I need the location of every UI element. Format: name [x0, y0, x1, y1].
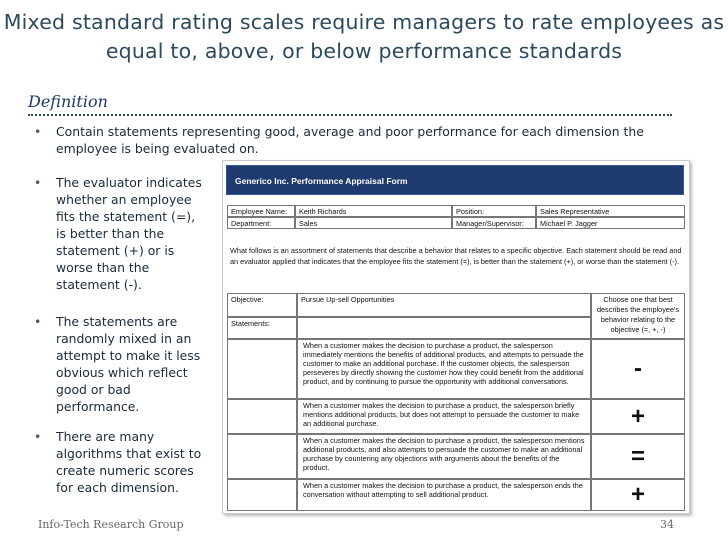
blank-cell	[227, 399, 297, 434]
label-cell: Statements:	[227, 317, 297, 339]
form-title: Generico Inc. Performance Appraisal Form	[226, 165, 684, 195]
info-cell: Sales Representative	[536, 205, 685, 217]
info-cell: Department:	[227, 217, 295, 229]
bullet: There are many algorithms that exist to …	[34, 428, 208, 496]
bullet: Contain statements representing good, av…	[34, 123, 676, 157]
divider	[28, 114, 672, 116]
appraisal-form: Generico Inc. Performance Appraisal Form…	[222, 160, 690, 514]
label-cell: Objective:	[227, 293, 297, 317]
info-cell: Position:	[452, 205, 536, 217]
choice-header: Choose one that best describes the emplo…	[591, 293, 685, 339]
info-cell: Michael P. Jagger	[536, 217, 685, 229]
statements-blank	[297, 317, 591, 339]
page-number: 34	[660, 518, 674, 531]
info-cell: Keith Richards	[295, 205, 452, 217]
rating: =	[591, 434, 685, 479]
statement-text: When a customer makes the decision to pu…	[297, 434, 591, 479]
statement-text: When a customer makes the decision to pu…	[297, 399, 591, 434]
blank-cell	[227, 434, 297, 479]
blank-cell	[227, 339, 297, 399]
bullet: The evaluator indicates whether an emplo…	[34, 174, 208, 293]
statement-text: When a customer makes the decision to pu…	[297, 479, 591, 511]
statement-text: When a customer makes the decision to pu…	[297, 339, 591, 399]
section-heading: Definition	[28, 92, 108, 111]
info-cell: Sales	[295, 217, 452, 229]
slide-title: Mixed standard rating scales require man…	[3, 10, 725, 63]
rating: +	[591, 479, 685, 511]
info-cell: Manager/Supervisor:	[452, 217, 536, 229]
bullet: The statements are randomly mixed in an …	[34, 313, 208, 415]
intro-text: What follows is an assortment of stateme…	[230, 246, 682, 266]
blank-cell	[227, 479, 297, 511]
rating: +	[591, 399, 685, 434]
rating: -	[591, 339, 685, 399]
footer: Info-Tech Research Group	[38, 518, 184, 531]
objective-cell: Pursue Up-sell Opportunities	[297, 293, 591, 317]
info-cell: Employee Name:	[227, 205, 295, 217]
